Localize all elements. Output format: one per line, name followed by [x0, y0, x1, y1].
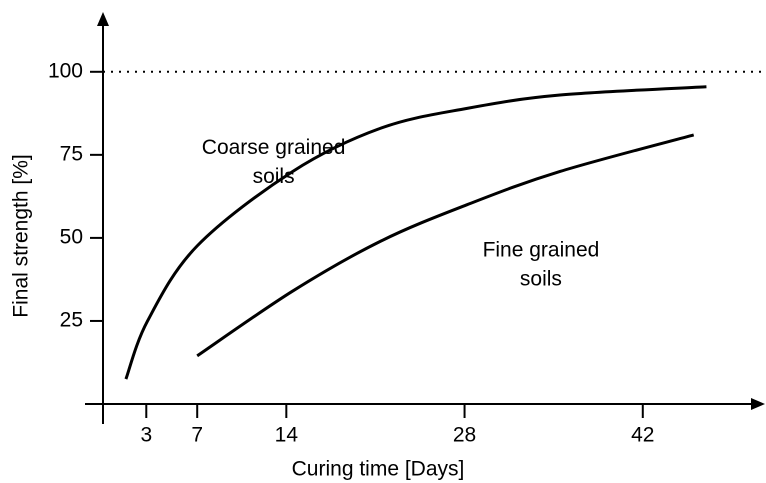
x-tick-label: 42 [631, 424, 654, 447]
y-tick-label: 100 [48, 59, 83, 82]
x-axis-arrow [751, 398, 765, 410]
y-tick-label: 75 [60, 142, 83, 165]
y-tick-label: 50 [60, 225, 83, 248]
x-tick-label: 14 [275, 424, 299, 447]
y-tick-label: 25 [60, 308, 83, 331]
line [124, 85, 707, 380]
annotation: Fine grained [483, 239, 600, 262]
y-axis-label: Final strength [%] [10, 154, 33, 317]
y-axis-arrow [97, 12, 109, 26]
x-tick-label: 3 [140, 424, 152, 447]
annotation: soils [520, 268, 562, 291]
annotation: soils [253, 165, 295, 188]
x-axis-label: Curing time [Days] [292, 458, 465, 481]
annotation: Coarse grained [202, 136, 346, 159]
x-tick-label: 7 [191, 424, 203, 447]
line [196, 133, 695, 358]
x-tick-label: 28 [453, 424, 476, 447]
